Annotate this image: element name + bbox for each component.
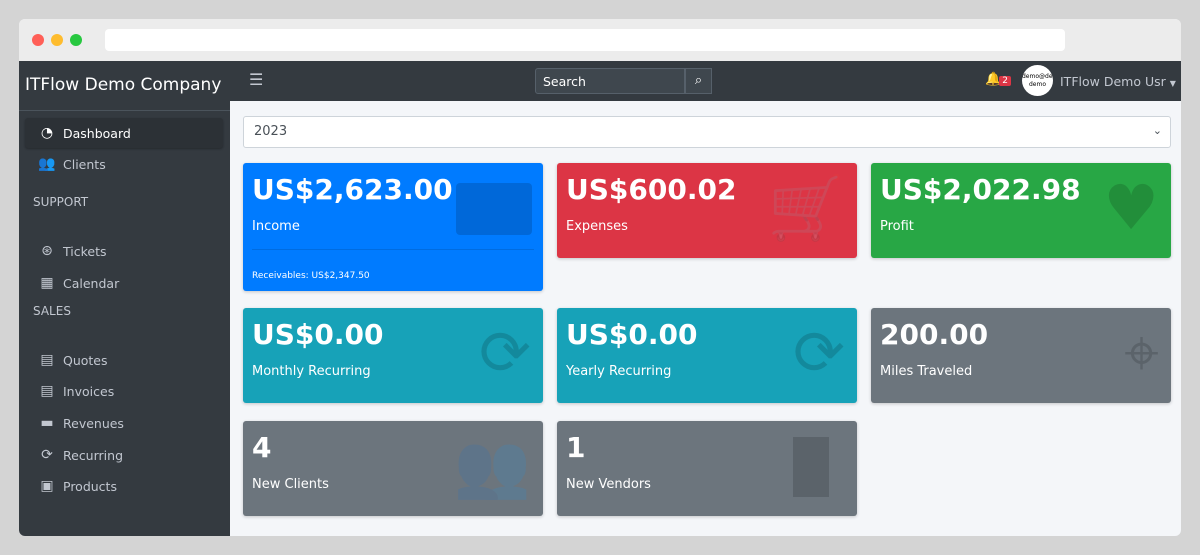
- sidebar-item-label: Tickets: [63, 243, 107, 259]
- section-header-support: SUPPORT: [33, 195, 89, 209]
- card-label: Yearly Recurring: [566, 364, 672, 379]
- sidebar-item-label: Recurring: [63, 447, 123, 463]
- sidebar: ITFlow Demo Company ◔ Dashboard 👥 Clients …: [19, 61, 230, 536]
- users-icon: 👥: [38, 156, 56, 172]
- notification-badge: 2: [999, 76, 1011, 86]
- monthly-recurring-card[interactable]: US$0.00 Monthly Recurring ⟳: [243, 308, 543, 403]
- user-menu[interactable]: ITFlow Demo Usr ▼: [1060, 74, 1176, 89]
- money-check-icon: [456, 183, 532, 235]
- sidebar-item-label: Revenues: [63, 415, 124, 431]
- year-select[interactable]: 2023 ⌄: [243, 116, 1171, 148]
- section-header-sales: SALES: [33, 304, 71, 318]
- heart-icon: ♥: [1103, 171, 1159, 244]
- menu-toggle-icon[interactable]: ☰: [249, 70, 264, 89]
- tachometer-icon: ◔: [40, 125, 54, 141]
- sidebar-item-revenues[interactable]: ▬ Revenues: [25, 408, 223, 438]
- card-label: Profit: [880, 219, 914, 234]
- route-icon: ⌖: [1124, 316, 1159, 389]
- sync-icon: ⟳: [479, 316, 531, 389]
- new-clients-card[interactable]: 4 New Clients 👥: [243, 421, 543, 516]
- sidebar-item-products[interactable]: ▣ Products: [25, 471, 223, 501]
- sidebar-item-clients[interactable]: 👥 Clients: [25, 149, 223, 179]
- file-icon: ▤: [40, 352, 54, 368]
- search-icon: ⌕: [694, 73, 703, 88]
- search-input[interactable]: Search: [535, 68, 685, 94]
- miles-traveled-card[interactable]: 200.00 Miles Traveled ⌖: [871, 308, 1171, 403]
- box-icon: ▣: [40, 478, 54, 494]
- card-label: New Vendors: [566, 477, 651, 492]
- invoice-icon: ▤: [40, 383, 54, 399]
- search-button[interactable]: ⌕: [685, 68, 712, 94]
- brand-link[interactable]: ITFlow Demo Company: [19, 61, 230, 111]
- card-value: US$2,623.00: [252, 173, 453, 206]
- sidebar-item-dashboard[interactable]: ◔ Dashboard: [25, 118, 223, 148]
- building-icon: [793, 437, 829, 497]
- close-window-button[interactable]: [32, 34, 44, 46]
- sidebar-item-label: Quotes: [63, 352, 108, 368]
- caret-down-icon: ▼: [1169, 79, 1176, 88]
- chevron-down-icon: ⌄: [1152, 124, 1162, 137]
- expenses-card[interactable]: US$600.02 Expenses 🛒: [557, 163, 857, 258]
- card-label: Miles Traveled: [880, 364, 973, 379]
- receivables-text: Receivables: US$2,347.50: [252, 271, 370, 281]
- users-icon: 👥: [453, 429, 531, 502]
- dashboard-content: 2023 ⌄ US$2,623.00 Income Receivables: US…: [230, 101, 1181, 536]
- bell-icon: 🔔: [985, 72, 1002, 87]
- year-select-value: 2023: [254, 124, 288, 139]
- sidebar-item-label: Products: [63, 478, 117, 494]
- card-value: 200.00: [880, 318, 989, 351]
- sidebar-item-invoices[interactable]: ▤ Invoices: [25, 376, 223, 406]
- minimize-window-button[interactable]: [51, 34, 63, 46]
- sync-icon: ⟳: [41, 447, 53, 463]
- address-bar[interactable]: [105, 29, 1065, 51]
- card-value: US$0.00: [566, 318, 698, 351]
- maximize-window-button[interactable]: [70, 34, 82, 46]
- card-divider: [252, 249, 534, 250]
- card-label: Monthly Recurring: [252, 364, 371, 379]
- browser-titlebar: [19, 19, 1181, 61]
- sidebar-item-label: Dashboard: [63, 125, 131, 141]
- sidebar-item-label: Invoices: [63, 383, 115, 399]
- sidebar-item-recurring[interactable]: ⟳ Recurring: [25, 440, 223, 470]
- sidebar-item-quotes[interactable]: ▤ Quotes: [25, 345, 223, 375]
- card-label: Expenses: [566, 219, 628, 234]
- shopping-cart-icon: 🛒: [767, 171, 845, 244]
- calendar-icon: ▦: [40, 275, 54, 291]
- profit-card[interactable]: US$2,022.98 Profit ♥: [871, 163, 1171, 258]
- sidebar-item-label: Clients: [63, 156, 106, 172]
- avatar[interactable]: demo@demo demo: [1022, 65, 1053, 96]
- card-value: 1: [566, 431, 586, 464]
- sidebar-item-tickets[interactable]: ⊛ Tickets: [25, 236, 223, 266]
- browser-window: ITFlow Demo Company ◔ Dashboard 👥 Clients …: [19, 19, 1181, 536]
- card-value: US$600.02: [566, 173, 737, 206]
- card-value: US$2,022.98: [880, 173, 1081, 206]
- user-name: ITFlow Demo Usr: [1060, 74, 1166, 89]
- card-label: Income: [252, 219, 300, 234]
- yearly-recurring-card[interactable]: US$0.00 Yearly Recurring ⟳: [557, 308, 857, 403]
- card-value: 4: [252, 431, 272, 464]
- credit-card-icon: ▬: [40, 415, 54, 431]
- card-label: New Clients: [252, 477, 329, 492]
- notifications-button[interactable]: 🔔2: [985, 72, 1011, 87]
- sidebar-item-label: Calendar: [63, 275, 120, 291]
- income-card[interactable]: US$2,623.00 Income Receivables: US$2,347…: [243, 163, 543, 291]
- life-ring-icon: ⊛: [41, 243, 53, 259]
- top-navbar: ☰ Search ⌕ 🔔2 demo@demo demo ITFlow Demo…: [230, 61, 1181, 101]
- new-vendors-card[interactable]: 1 New Vendors: [557, 421, 857, 516]
- card-value: US$0.00: [252, 318, 384, 351]
- sync-icon: ⟳: [793, 316, 845, 389]
- sidebar-item-calendar[interactable]: ▦ Calendar: [25, 268, 223, 298]
